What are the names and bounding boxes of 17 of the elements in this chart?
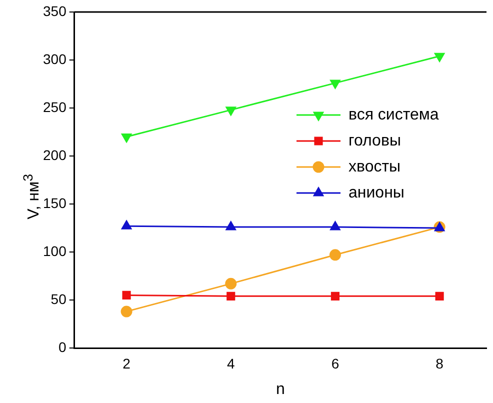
- legend-label: головы: [348, 132, 401, 150]
- legend-label: вся система: [348, 106, 439, 124]
- y-tick-label: 50: [50, 290, 67, 307]
- y-tick-label: 300: [43, 50, 67, 67]
- x-tick-label: 8: [436, 355, 444, 372]
- y-tick-label: 250: [43, 98, 67, 115]
- y-tick-label: 350: [43, 2, 67, 19]
- legend-label: анионы: [348, 184, 404, 202]
- legend-label: хвосты: [348, 158, 401, 176]
- y-tick-label: 100: [43, 242, 67, 259]
- x-axis-title: n: [276, 380, 285, 398]
- y-tick-label: 0: [58, 338, 67, 355]
- x-tick-label: 2: [122, 355, 131, 372]
- x-tick-label: 4: [226, 355, 235, 372]
- y-tick-label: 150: [43, 194, 67, 211]
- x-tick-label: 6: [331, 355, 340, 372]
- y-tick-label: 200: [43, 146, 67, 163]
